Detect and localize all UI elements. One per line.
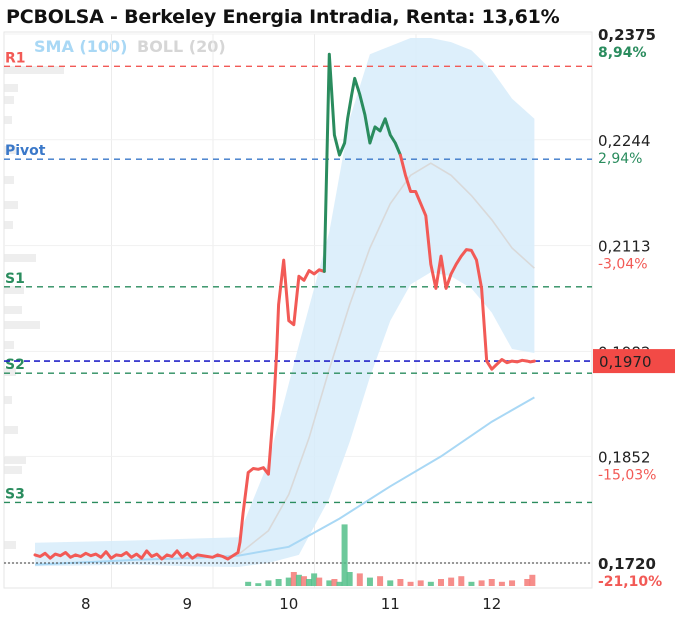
volume-bar [468,581,475,586]
sma-line [34,396,535,566]
sma-100-line [34,396,535,566]
volume-bar [341,524,348,586]
volume-profile-bar [4,146,16,154]
level-label-pivot: Pivot [5,143,46,159]
price-tick-label: 0,2113 [598,238,651,256]
volume-bar [300,576,307,586]
volume-bar [285,577,292,586]
price-tick-percent: -3,04% [598,257,648,273]
price-line [33,52,536,561]
volume-bar [387,580,394,586]
volume-bar [524,579,531,586]
bollinger-middle-line [237,162,535,556]
price-segment-up [322,52,402,273]
level-label-s1: S1 [5,271,25,287]
volume-profile-bar [4,466,22,474]
chart-legend: SMA (100) BOLL (20) [34,37,226,56]
volume-bar [295,574,302,586]
volume-bar [311,573,318,586]
volume-profile-bar [4,341,14,349]
bollinger-band-area [35,38,535,567]
volume-bars [245,524,536,586]
volume-bar [331,579,338,586]
volume-profile-bar [4,116,12,124]
chart-title: PCBOLSA - Berkeley Energia Intradia, Ren… [6,6,560,28]
pivot-levels: R1 Pivot S1 S2 S3 [4,50,592,564]
volume-bar [275,579,282,586]
volume-bar [377,576,384,586]
volume-profile-bar [4,321,40,329]
volume-bar [336,581,343,586]
volume-bar [306,579,313,586]
volume-bar [366,577,373,586]
volume-profile-bar [4,368,16,376]
volume-bar [488,579,495,586]
volume-bar [478,580,485,586]
volume-profile [4,66,64,549]
time-axis: 8 9 10 11 12 [81,595,501,613]
volume-bar [448,577,455,586]
price-tick-percent: -15,03% [598,467,656,483]
volume-profile-bar [4,456,26,464]
time-tick-label: 12 [482,595,501,613]
volume-bar [417,580,424,586]
current-price-tag [593,349,675,374]
bollinger-band [35,38,535,567]
volume-bar [255,583,262,586]
level-label-s3: S3 [5,486,25,502]
legend-boll[interactable]: BOLL (20) [137,37,226,56]
volume-bar [316,577,323,586]
volume-bar [356,573,363,586]
volume-bar [265,580,272,586]
volume-bar [326,580,333,586]
volume-profile-bar [4,286,24,294]
volume-profile-bar [4,176,14,184]
volume-bar [346,572,353,586]
legend-sma[interactable]: SMA (100) [34,37,128,56]
price-tick-percent: -21,10% [598,574,662,590]
volume-bar [407,581,414,586]
volume-bar [458,576,465,586]
volume-profile-bar [4,306,22,314]
volume-bar [397,579,404,586]
volume-bar [509,580,516,586]
volume-bar [529,574,536,586]
volume-profile-bar [4,84,18,92]
volume-profile-bar [4,541,16,549]
time-tick-label: 11 [381,595,400,613]
volume-profile-bar [4,66,64,74]
current-price-label: 0,1970 [599,353,652,371]
level-label-s2: S2 [5,357,25,373]
price-tick-label: 0,2244 [598,132,651,150]
volume-profile-bar [4,221,13,229]
volume-bar [438,579,444,586]
price-tick-percent: 8,94% [598,45,647,61]
volume-profile-bar [4,201,18,209]
volume-profile-bar [4,426,18,434]
volume-profile-bar [4,96,14,104]
price-segment-down [398,153,536,371]
volume-bar [290,572,297,586]
time-tick-label: 9 [182,595,192,613]
level-label-r1: R1 [5,50,26,66]
price-tick-label: 0,2375 [598,26,656,44]
volume-bar [498,581,505,586]
time-tick-label: 8 [81,595,91,613]
time-tick-label: 10 [279,595,298,613]
price-segment-down [33,258,326,561]
volume-bar [245,581,252,586]
volume-profile-bar [4,396,12,404]
price-tick-label: 0,1720 [598,555,656,573]
volume-profile-bar [4,254,36,262]
price-tick-label: 0,1852 [598,448,651,466]
volume-bar [427,581,434,586]
price-tick-percent: 2,94% [598,151,642,167]
price-axis: 0,23758,94%0,22442,94%0,2113-3,04%0,1982… [593,26,675,590]
plot-frame [3,31,593,589]
